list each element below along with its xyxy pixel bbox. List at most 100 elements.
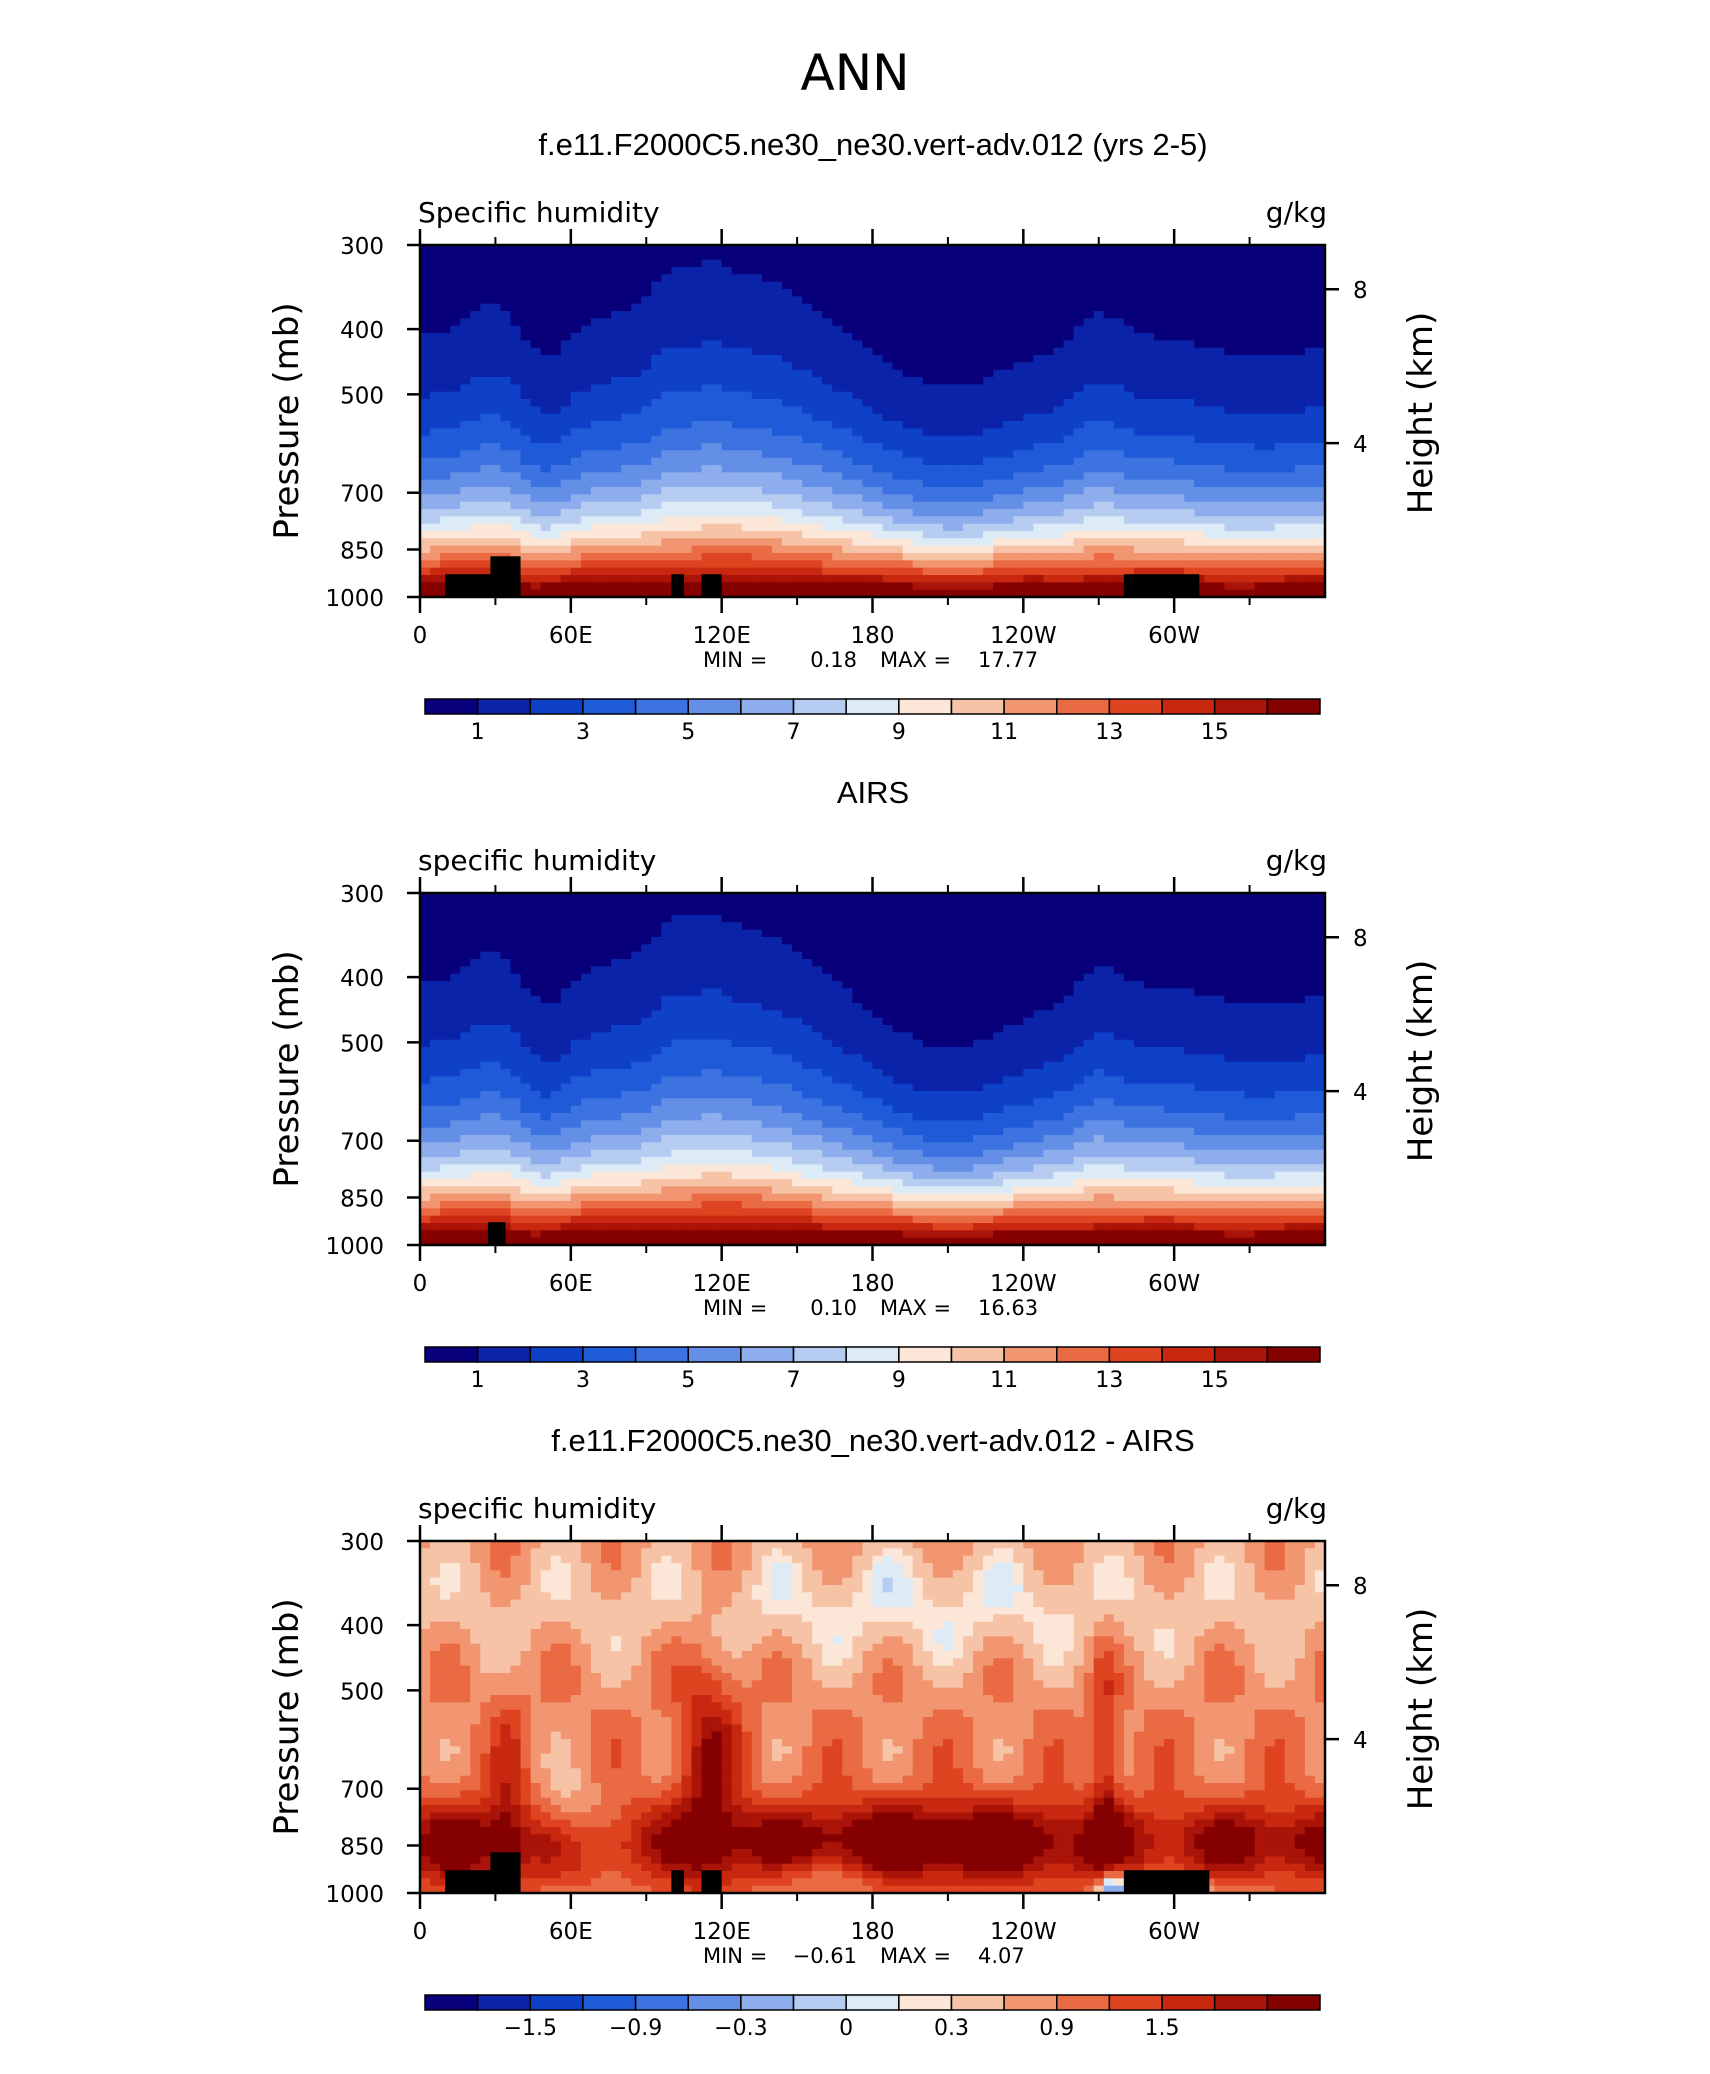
field-cell xyxy=(460,1164,471,1173)
field-cell xyxy=(852,575,864,583)
field-cell xyxy=(420,465,431,473)
field-cell xyxy=(1244,501,1256,510)
field-cell xyxy=(1133,333,1145,341)
field-cell xyxy=(651,443,662,451)
colorbar-label: 5 xyxy=(681,720,695,745)
field-cell xyxy=(1073,531,1085,539)
field-cell xyxy=(510,259,522,268)
field-cell xyxy=(832,296,843,305)
field-cell xyxy=(1043,296,1055,305)
field-cell xyxy=(912,296,924,305)
field-cell xyxy=(691,553,703,561)
field-cell xyxy=(611,494,622,503)
field-cell xyxy=(973,421,984,429)
field-cell xyxy=(1224,252,1236,261)
field-cell xyxy=(1033,443,1045,451)
field-cell xyxy=(973,384,984,393)
field-cell xyxy=(1013,553,1024,561)
field-cell xyxy=(922,274,934,283)
field-cell xyxy=(490,1157,502,1165)
field-cell xyxy=(912,406,924,415)
field-cell xyxy=(671,399,683,407)
field-cell xyxy=(570,325,582,334)
field-cell xyxy=(1194,582,1205,591)
field-cell xyxy=(560,267,572,275)
field-cell xyxy=(832,325,843,334)
field-cell xyxy=(1314,523,1326,532)
field-cell xyxy=(1254,274,1266,283)
field-cell xyxy=(1113,281,1125,290)
field-cell xyxy=(430,944,441,953)
field-cell xyxy=(500,1010,512,1019)
field-cell xyxy=(862,545,874,554)
field-cell xyxy=(912,509,924,517)
field-cell xyxy=(1164,406,1175,415)
field-cell xyxy=(741,494,753,503)
field-cell xyxy=(1304,413,1316,422)
field-cell xyxy=(520,981,532,989)
field-cell xyxy=(530,333,542,341)
field-cell xyxy=(560,311,572,319)
field-cell xyxy=(711,267,723,275)
field-cell xyxy=(792,575,803,583)
field-cell xyxy=(580,362,592,371)
field-cell xyxy=(540,252,552,261)
field-cell xyxy=(520,1223,532,1231)
field-cell xyxy=(1083,252,1095,261)
field-cell xyxy=(671,259,683,268)
field-cell xyxy=(580,494,592,503)
field-cell xyxy=(450,531,461,539)
field-cell xyxy=(782,355,793,363)
field-cell xyxy=(902,303,914,312)
field-cell xyxy=(1043,450,1055,459)
field-cell xyxy=(721,465,733,473)
field-cell xyxy=(993,479,1004,488)
field-cell xyxy=(922,289,934,297)
field-cell xyxy=(751,421,763,429)
field-cell xyxy=(1063,465,1075,473)
field-cell xyxy=(1254,391,1266,400)
field-cell xyxy=(1224,560,1236,569)
field-cell xyxy=(741,289,753,297)
field-cell xyxy=(510,981,522,989)
field-cell xyxy=(490,951,502,960)
field-cell xyxy=(470,929,481,938)
field-cell xyxy=(681,377,693,385)
field-cell xyxy=(973,311,984,319)
field-cell xyxy=(1073,391,1085,400)
field-cell xyxy=(440,501,451,510)
field-cell xyxy=(621,553,632,561)
field-cell xyxy=(932,472,944,481)
field-cell xyxy=(1093,406,1105,415)
field-cell xyxy=(420,915,431,923)
field-cell xyxy=(560,472,572,481)
field-cell xyxy=(892,567,904,576)
field-cell xyxy=(842,428,853,437)
field-cell xyxy=(1103,494,1115,503)
field-cell xyxy=(470,1105,481,1114)
field-cell xyxy=(1294,325,1306,334)
field-cell xyxy=(862,267,874,275)
field-cell xyxy=(1053,435,1065,444)
field-cell xyxy=(993,413,1004,422)
field-cell xyxy=(651,391,662,400)
field-cell xyxy=(751,245,763,253)
field-cell xyxy=(963,399,974,407)
field-cell xyxy=(1133,259,1145,268)
field-cell xyxy=(450,981,461,989)
field-cell xyxy=(802,567,813,576)
y-tick-label: 500 xyxy=(340,383,384,409)
field-cell xyxy=(902,501,914,510)
field-cell xyxy=(691,340,703,349)
field-cell xyxy=(641,487,652,495)
field-cell xyxy=(520,1032,532,1041)
field-cell xyxy=(802,318,813,327)
field-cell xyxy=(460,333,471,341)
field-cell xyxy=(1133,553,1145,561)
field-cell xyxy=(1023,406,1034,415)
field-cell xyxy=(510,509,522,517)
field-cell xyxy=(611,325,622,334)
field-cell xyxy=(500,1039,512,1048)
field-cell xyxy=(942,252,954,261)
field-cell xyxy=(1144,399,1155,407)
